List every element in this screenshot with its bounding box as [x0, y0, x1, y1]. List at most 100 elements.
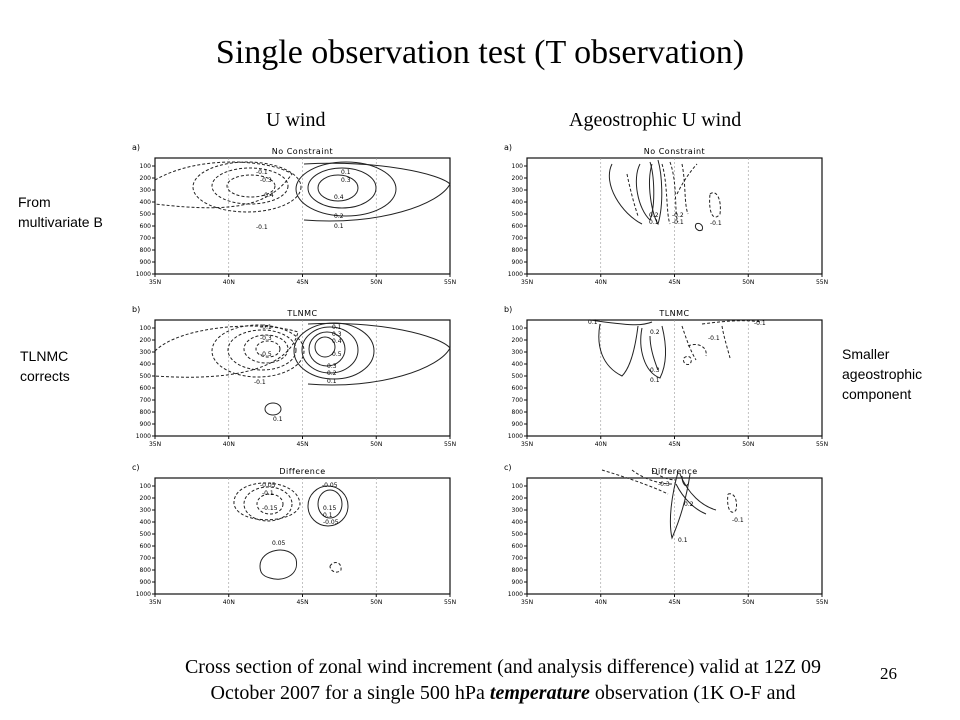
y-tick-label: 500	[512, 531, 524, 538]
contour-label: -0.1	[256, 224, 268, 231]
y-tick-label: 100	[140, 163, 152, 170]
y-tick-label: 600	[512, 223, 524, 230]
y-tick-label: 100	[512, 163, 524, 170]
x-tick-label: 40N	[595, 279, 607, 286]
y-tick-label: 400	[140, 361, 152, 368]
contour-label: -0.15	[262, 505, 278, 512]
caption-line-2: October 2007 for a single 500 hPa temper…	[118, 680, 888, 706]
ageostrophic-panel-b: 35N 40N 45N 50N 55N 100 200 300 400 500 600 700 800 9…	[504, 305, 828, 448]
y-tick-label: 200	[512, 495, 524, 502]
panel-letter: b)	[504, 305, 512, 314]
contour-label: 0.1	[332, 324, 342, 331]
panel-frame: 35N 40N 45N 50N 55N 100 200 300 400 500 600 700 800 9…	[504, 463, 828, 606]
contour-lines	[154, 322, 451, 416]
annotation-tlnmc-corrects: TLNMC corrects	[20, 346, 70, 386]
contour-label: 0.2	[684, 501, 694, 508]
ageostrophic-panel-c: 35N 40N 45N 50N 55N 100 200 300 400 500 600 700 800 9…	[504, 463, 828, 606]
contour-label: -0.2	[672, 212, 684, 219]
u-wind-column-title: U wind	[266, 109, 326, 131]
y-tick-label: 500	[512, 373, 524, 380]
contour-label: -0.4	[262, 192, 274, 199]
x-tick-label: 35N	[521, 599, 533, 606]
contour-label: -0.05	[323, 519, 339, 526]
contour-labels: 0.2 0.1 -0.2 -0.1 -0.1	[649, 212, 722, 227]
x-tick-label: 45N	[668, 441, 680, 448]
y-tick-label: 700	[140, 555, 152, 562]
y-tick-label: 900	[512, 579, 524, 586]
contour-lines	[589, 319, 763, 379]
y-tick-label: 1000	[136, 433, 151, 440]
y-tick-label: 600	[512, 543, 524, 550]
panel-title: Difference	[279, 467, 325, 476]
y-tick-label: 600	[512, 385, 524, 392]
contour-lines	[608, 159, 721, 231]
annotation-from-multivariate-b: From multivariate B	[18, 192, 103, 232]
x-tick-label: 45N	[668, 599, 680, 606]
contour-label: 0.1	[327, 378, 337, 385]
u-wind-panel-a: 35N 40N 45N 50N 55N 100 200 300 400 500 600 700 800 9…	[132, 143, 456, 286]
annotation-smaller-ageostrophic: Smaller ageostrophic component	[842, 344, 922, 404]
x-tick-label: 40N	[223, 441, 235, 448]
x-tick-label: 35N	[149, 279, 161, 286]
contour-labels: 0.1 0.2 -0.1 -0.1 0.3 0.1	[588, 319, 766, 384]
contour-label: -0.1	[710, 220, 722, 227]
panel-frame: 35N 40N 45N 50N 55N 100 200 300 400 500 600 700 800 9…	[132, 463, 456, 606]
panel-frame: 35N 40N 45N 50N 55N 100 200 300 400 500 600 700 800 9…	[132, 305, 456, 448]
y-tick-label: 800	[512, 247, 524, 254]
contour-label: 0.1	[341, 169, 351, 176]
contour-label: -0.3	[260, 335, 272, 342]
x-tick-label: 45N	[296, 441, 308, 448]
y-tick-label: 600	[140, 223, 152, 230]
y-tick-label: 100	[512, 483, 524, 490]
contour-label: 0.2	[650, 329, 660, 336]
panel-title: TLNMC	[286, 309, 317, 318]
y-tick-label: 500	[140, 373, 152, 380]
contour-label: 0.15	[323, 505, 337, 512]
panel-title: No Constraint	[644, 147, 705, 156]
y-tick-label: 100	[512, 325, 524, 332]
y-tick-label: 800	[512, 567, 524, 574]
y-tick-label: 1000	[136, 271, 151, 278]
y-tick-label: 400	[512, 519, 524, 526]
contour-label: -0.1	[262, 490, 274, 497]
y-tick-label: 1000	[136, 591, 151, 598]
y-tick-label: 400	[140, 519, 152, 526]
x-tick-label: 35N	[149, 441, 161, 448]
y-tick-label: 700	[140, 235, 152, 242]
y-tick-label: 500	[140, 531, 152, 538]
y-tick-label: 900	[512, 421, 524, 428]
y-tick-label: 1000	[508, 591, 523, 598]
y-tick-label: 500	[512, 211, 524, 218]
contour-label: -0.05	[260, 482, 276, 489]
contour-lines	[154, 161, 451, 222]
panel-title: TLNMC	[658, 309, 689, 318]
ageostrophic-panel-a: 35N 40N 45N 50N 55N 100 200 300 400 500 600 700 800 9…	[504, 143, 828, 286]
y-tick-label: 700	[512, 235, 524, 242]
slide-number: 26	[880, 664, 897, 683]
contour-label: 0.3	[341, 177, 351, 184]
y-tick-label: 100	[140, 325, 152, 332]
panel-title: Difference	[651, 467, 697, 476]
contour-label: 0.2	[327, 370, 337, 377]
x-tick-label: 50N	[370, 441, 382, 448]
x-tick-label: 50N	[370, 279, 382, 286]
ageostrophic-column-title: Ageostrophic U wind	[569, 109, 742, 131]
contour-label: 0.1	[678, 537, 688, 544]
annotation-line: TLNMC	[20, 348, 69, 364]
contour-label: 0.1	[588, 319, 598, 326]
x-tick-label: 55N	[816, 441, 828, 448]
y-tick-label: 300	[140, 349, 152, 356]
y-tick-label: 200	[512, 337, 524, 344]
y-tick-label: 900	[140, 421, 152, 428]
contour-labels: -0.3 0.2 -0.1 0.1	[658, 481, 744, 544]
y-tick-label: 200	[512, 175, 524, 182]
x-tick-label: 45N	[668, 279, 680, 286]
y-tick-label: 300	[140, 507, 152, 514]
contour-labels: -0.05 -0.1 -0.15 -0.05 0.15 0.1 -0.05 0.…	[260, 482, 339, 547]
x-tick-label: 50N	[742, 279, 754, 286]
y-tick-label: 600	[140, 543, 152, 550]
contour-label: 0.4	[332, 338, 342, 345]
contour-label: -0.3	[260, 177, 272, 184]
y-tick-label: 300	[512, 507, 524, 514]
x-tick-label: 40N	[223, 599, 235, 606]
